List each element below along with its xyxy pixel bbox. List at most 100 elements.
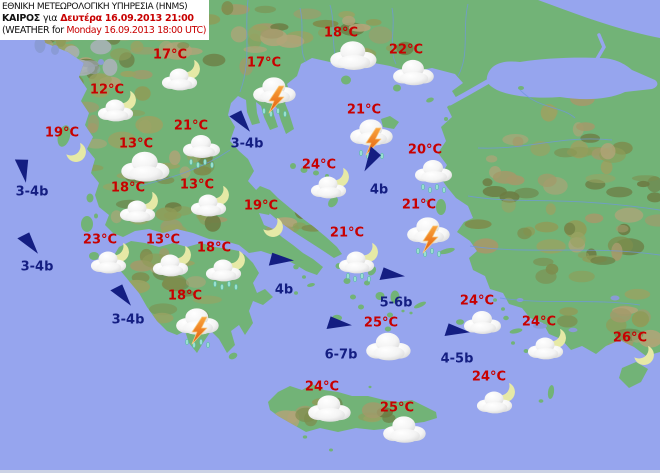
temperature-label: 26°C: [613, 331, 647, 346]
weather-station: 18°C: [324, 26, 377, 71]
weather-station: 17°C: [153, 48, 200, 91]
weather-station: 20°C: [408, 143, 452, 193]
temperature-label: 24°C: [302, 158, 336, 173]
wind-indicator: 4b: [268, 252, 294, 298]
temperature-label: 22°C: [389, 43, 423, 58]
rivers: [139, 0, 660, 306]
wind-speed-label: 3-4b: [231, 137, 264, 152]
weather-word-english: (WEATHER for: [2, 25, 64, 37]
weather-word-greek: ΚΑΙΡΟΣ: [2, 13, 40, 25]
temperature-label: 19°C: [45, 126, 79, 141]
temperature-label: 18°C: [168, 289, 202, 304]
weather-station: 26°C: [613, 331, 654, 366]
wind-speed-label: 3-4b: [112, 313, 145, 328]
for-word-greek: για: [43, 13, 58, 25]
wind-arrow-icon: [229, 110, 250, 132]
map-title-box: ΕΘΝΙΚΗ ΜΕΤΕΩΡΟΛΟΓΙΚΗ ΥΠΗΡΕΣΙΑ (HNMS) ΚΑΙ…: [0, 0, 209, 40]
wind-arrow-icon: [14, 159, 29, 183]
weather-station: 12°C: [90, 83, 136, 122]
wind-speed-label: 4b: [370, 183, 388, 198]
english-datetime-line: (WEATHER for Monday 16.09.2013 18:00 UTC…: [2, 25, 206, 37]
marginal-seas: [34, 0, 660, 333]
wind-arrow-icon: [268, 252, 294, 266]
temperature-label: 12°C: [90, 83, 124, 98]
temperature-label: 13°C: [180, 178, 214, 193]
temperature-label: 13°C: [119, 137, 153, 152]
lakes: [34, 10, 620, 333]
temperature-label: 25°C: [364, 316, 398, 331]
temperature-label: 21°C: [174, 119, 208, 134]
weather-station: 18°C: [168, 289, 219, 348]
temperature-label: 13°C: [146, 233, 180, 248]
weather-station: 21°C: [402, 198, 450, 257]
temperature-label: 24°C: [522, 315, 556, 330]
weather-station: 21°C: [174, 119, 220, 168]
temperature-label: 21°C: [402, 198, 436, 213]
wind-speed-label: 6-7b: [325, 348, 358, 363]
weather-station: 21°C: [330, 226, 378, 282]
wind-indicator: 5-6b: [379, 267, 413, 311]
temperature-label: 18°C: [111, 181, 145, 196]
temperature-label: 17°C: [153, 48, 187, 63]
temperature-label: 17°C: [247, 56, 281, 71]
wind-indicators: 3-4b 3-4b 3-4b 3-4b 4b 4b 5-6b 6-7b 4-5b: [14, 110, 474, 367]
temperature-label: 24°C: [472, 370, 506, 385]
temperature-label: 23°C: [83, 233, 117, 248]
wind-arrow-icon: [379, 267, 405, 281]
weather-station: 25°C: [380, 401, 426, 443]
wind-speed-label: 3-4b: [21, 260, 54, 275]
weather-station: 24°C: [305, 380, 351, 422]
temperature-label: 21°C: [347, 103, 381, 118]
wind-arrow-icon: [444, 323, 470, 337]
temperature-label: 18°C: [197, 241, 231, 256]
weather-station: 13°C: [146, 233, 191, 277]
wind-arrow-icon: [17, 232, 38, 254]
wind-indicator: 6-7b: [325, 316, 358, 363]
temperature-label: 25°C: [380, 401, 414, 416]
english-datetime: Monday 16.09.2013 18:00 UTC): [66, 25, 207, 37]
weather-stations: 17°C 17°C 18°C 22°C 12°C 21°C 21°C 13°C 13°C 20°C…: [45, 26, 654, 443]
temperature-label: 18°C: [324, 26, 358, 41]
temperature-label: 19°C: [244, 199, 278, 214]
weather-station: 24°C: [522, 315, 566, 360]
weather-station: 21°C: [347, 103, 393, 159]
weather-station: 19°C: [45, 126, 86, 163]
wind-speed-label: 3-4b: [16, 185, 49, 200]
moon-icon: [66, 142, 86, 162]
moon-icon: [263, 217, 283, 237]
wind-indicator: 3-4b: [110, 284, 145, 328]
weather-station: 18°C: [197, 241, 245, 290]
wind-indicator: 3-4b: [17, 232, 54, 275]
wind-indicator: 3-4b: [229, 110, 264, 152]
greek-datetime: Δευτέρα 16.09.2013 21:00: [60, 13, 194, 25]
wind-arrow-icon: [364, 146, 381, 172]
wind-indicator: 4b: [364, 146, 388, 198]
moon-icon: [634, 345, 654, 365]
temperature-label: 24°C: [305, 380, 339, 395]
weather-station: 19°C: [244, 199, 283, 238]
weather-station: 24°C: [472, 370, 515, 414]
map-footer-strip: [0, 470, 660, 473]
wind-speed-label: 4b: [275, 283, 293, 298]
wind-speed-label: 4-5b: [441, 352, 474, 367]
wind-arrow-icon: [110, 284, 131, 306]
weather-station: 13°C: [119, 137, 169, 182]
wind-arrow-icon: [326, 316, 352, 330]
weather-station: 23°C: [83, 233, 129, 274]
weather-station: 25°C: [364, 316, 411, 361]
wind-speed-label: 5-6b: [380, 296, 413, 311]
temperature-label: 21°C: [330, 226, 364, 241]
weather-station: 18°C: [111, 181, 158, 223]
weather-station: 17°C: [247, 56, 296, 117]
greek-datetime-line: ΚΑΙΡΟΣ για Δευτέρα 16.09.2013 21:00: [2, 13, 206, 25]
weather-station: 24°C: [302, 158, 349, 199]
wind-indicator: 4-5b: [441, 323, 474, 367]
temperature-label: 24°C: [460, 294, 494, 309]
weather-station: 13°C: [180, 178, 229, 217]
temperature-label: 20°C: [408, 143, 442, 158]
agency-title: ΕΘΝΙΚΗ ΜΕΤΕΩΡΟΛΟΓΙΚΗ ΥΠΗΡΕΣΙΑ (HNMS): [2, 2, 188, 12]
weather-station: 22°C: [389, 43, 434, 86]
weather-station: 24°C: [460, 294, 501, 335]
